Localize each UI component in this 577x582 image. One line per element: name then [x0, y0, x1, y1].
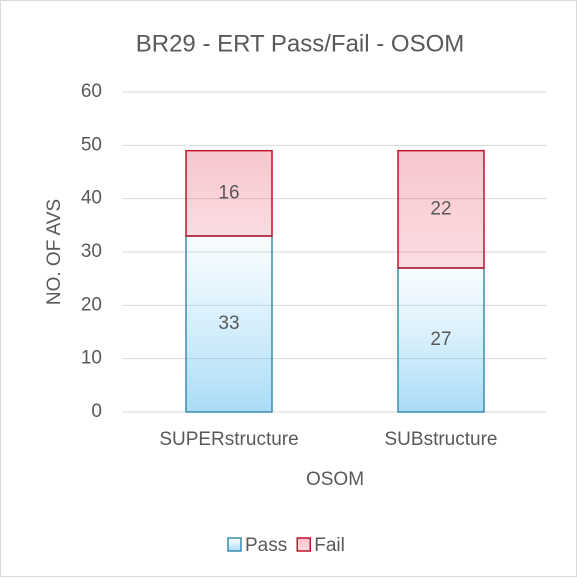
legend-label: Fail [314, 535, 345, 556]
y-tick-label: 0 [91, 401, 102, 422]
data-label: 33 [218, 313, 239, 334]
chart-title: BR29 - ERT Pass/Fail - OSOM [136, 30, 465, 57]
data-label: 27 [430, 329, 451, 350]
data-label: 22 [430, 198, 451, 219]
x-axis-label: OSOM [306, 469, 364, 490]
legend-label: Pass [245, 535, 287, 556]
bar-segment [397, 267, 485, 413]
y-tick-label: 10 [81, 348, 102, 369]
data-label: 16 [218, 182, 239, 203]
y-tick-label: 60 [81, 81, 102, 102]
bar-segment [185, 235, 273, 413]
x-tick-label: SUPERstructure [159, 429, 298, 450]
legend-swatch [227, 537, 242, 552]
y-tick-label: 40 [81, 188, 102, 209]
x-tick-label: SUBstructure [385, 429, 498, 450]
y-tick-label: 30 [81, 241, 102, 262]
bar-segment [185, 149, 273, 237]
legend-swatch [296, 537, 311, 552]
y-axis-label: NO. OF AVS [44, 199, 65, 305]
bar-segment [397, 149, 485, 269]
y-tick-label: 50 [81, 134, 102, 155]
y-tick-label: 20 [81, 294, 102, 315]
